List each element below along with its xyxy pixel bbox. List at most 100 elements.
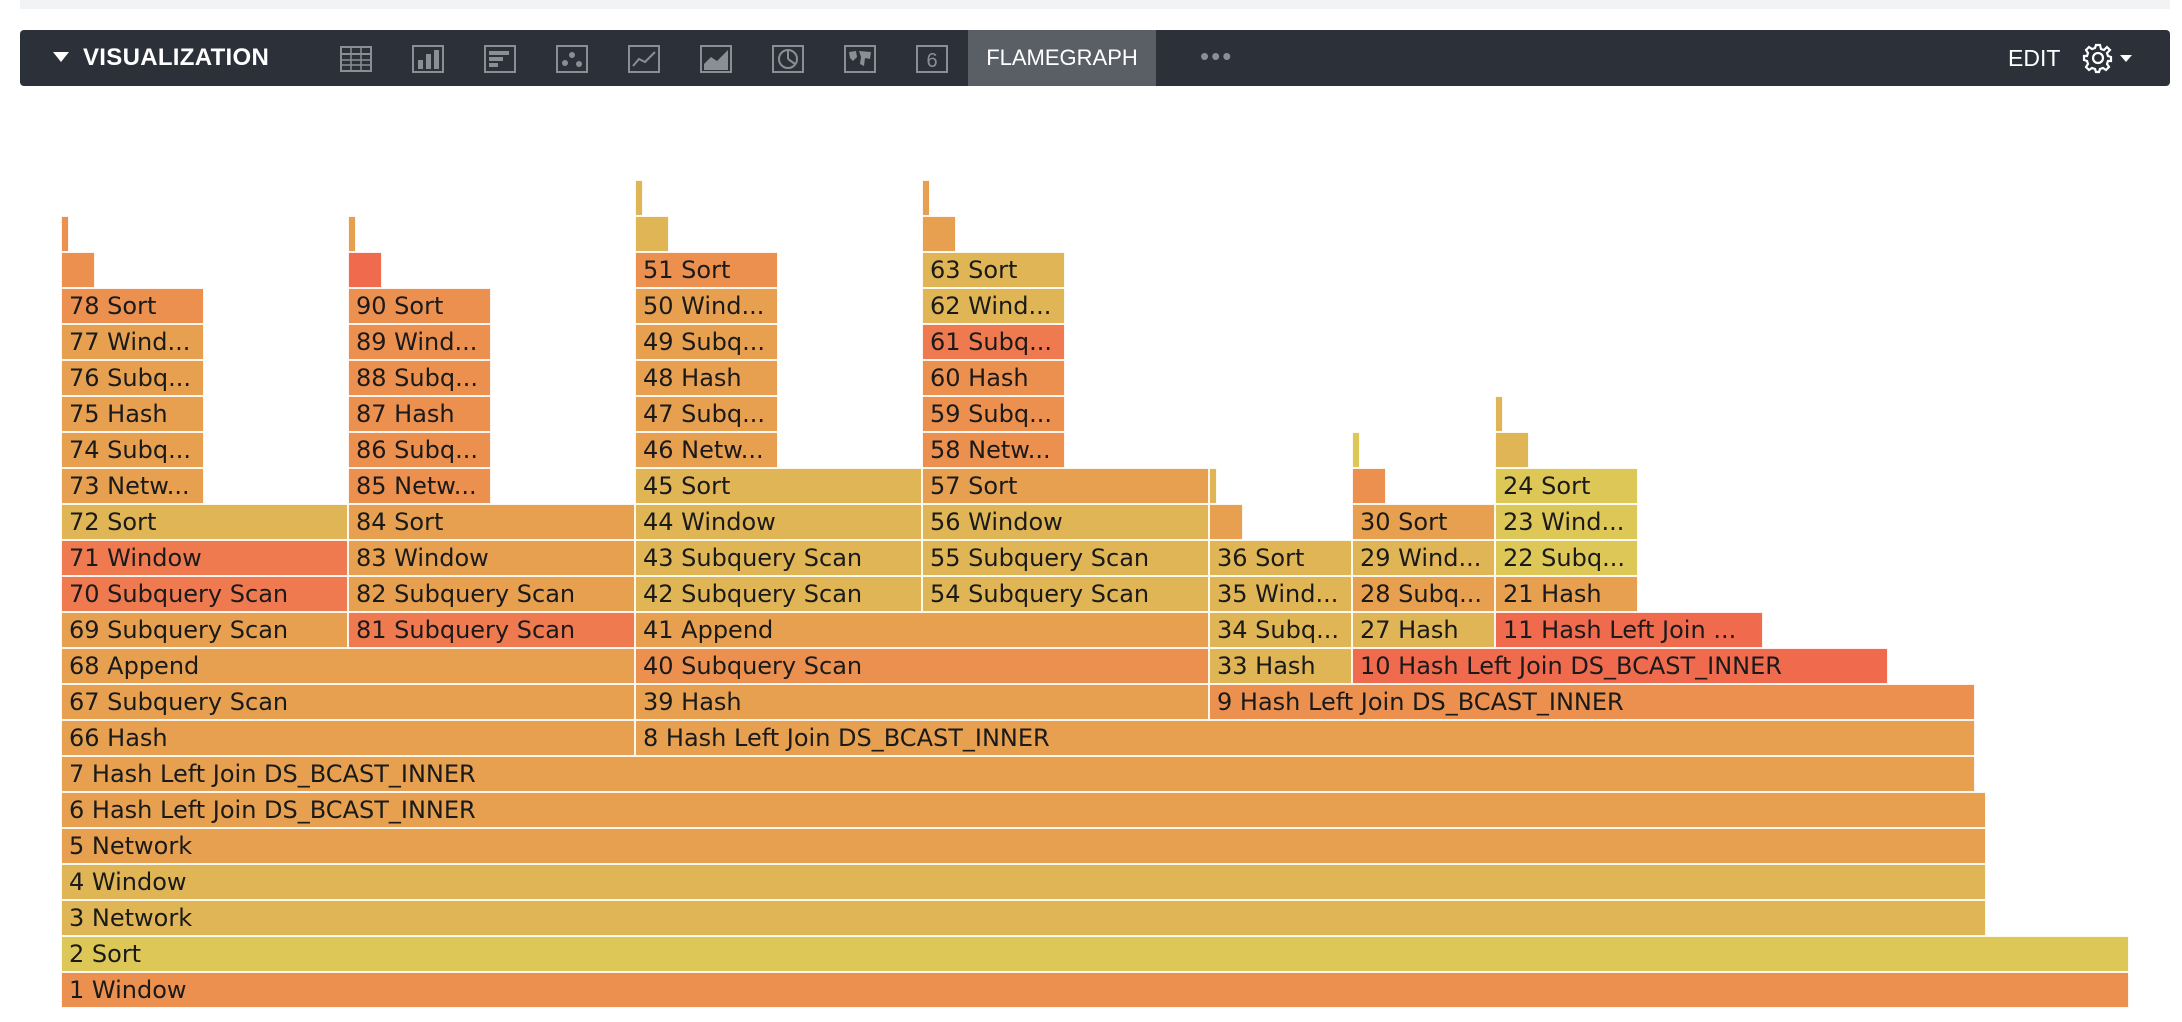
flame-block-small[interactable] [1209,504,1243,540]
flame-block[interactable]: 50 Wind... [635,288,778,324]
flame-block[interactable]: 58 Netw... [922,432,1065,468]
flame-block[interactable]: 88 Subq... [348,360,491,396]
flame-block[interactable]: 69 Subquery Scan [61,612,348,648]
flame-block[interactable]: 89 Wind... [348,324,491,360]
flame-block[interactable]: 23 Wind... [1495,504,1638,540]
flame-block[interactable]: 8 Hash Left Join DS_BCAST_INNER [635,720,1975,756]
flame-block[interactable]: 33 Hash [1209,648,1352,684]
flame-block[interactable]: 74 Subq... [61,432,204,468]
flame-block[interactable]: 62 Wind... [922,288,1065,324]
edit-button[interactable]: EDIT [2008,45,2061,71]
horizontal-bar-icon[interactable] [483,44,517,74]
flame-block-small[interactable] [1209,468,1217,504]
flame-block[interactable]: 9 Hash Left Join DS_BCAST_INNER [1209,684,1975,720]
flame-block[interactable]: 28 Subq... [1352,576,1495,612]
flame-block[interactable]: 90 Sort [348,288,491,324]
flame-block[interactable]: 35 Wind... [1209,576,1352,612]
flame-block-small[interactable] [61,252,95,288]
visualization-title: VISUALIZATION [83,44,270,71]
flame-block[interactable]: 41 Append [635,612,1209,648]
flame-block-small[interactable] [1495,432,1529,468]
flame-block-small[interactable] [61,216,69,252]
settings-gear-icon[interactable] [2082,42,2136,74]
flame-block[interactable]: 71 Window [61,540,348,576]
line-chart-icon[interactable] [627,44,661,74]
flame-block[interactable]: 55 Subquery Scan [922,540,1209,576]
flame-block[interactable]: 78 Sort [61,288,204,324]
flame-block[interactable]: 75 Hash [61,396,204,432]
flame-block[interactable]: 49 Subq... [635,324,778,360]
flame-block-small[interactable] [922,216,956,252]
flame-block[interactable]: 86 Subq... [348,432,491,468]
flame-block[interactable]: 30 Sort [1352,504,1495,540]
flame-block[interactable]: 46 Netw... [635,432,778,468]
flame-block[interactable]: 24 Sort [1495,468,1638,504]
flame-block[interactable]: 48 Hash [635,360,778,396]
flame-block[interactable]: 51 Sort [635,252,778,288]
area-chart-icon[interactable] [699,44,733,74]
flame-block[interactable]: 82 Subquery Scan [348,576,635,612]
flame-block[interactable]: 2 Sort [61,936,2129,972]
flame-block[interactable]: 67 Subquery Scan [61,684,635,720]
flame-block-small[interactable] [1352,432,1360,468]
flame-block-small[interactable] [348,252,382,288]
flame-block[interactable]: 85 Netw... [348,468,491,504]
single-value-glyph: 6 [926,50,937,72]
flame-block[interactable]: 76 Subq... [61,360,204,396]
flame-block[interactable]: 5 Network [61,828,1986,864]
flame-block[interactable]: 83 Window [348,540,635,576]
flame-block[interactable]: 63 Sort [922,252,1065,288]
flame-block[interactable]: 87 Hash [348,396,491,432]
flame-block[interactable]: 54 Subquery Scan [922,576,1209,612]
flame-block[interactable]: 21 Hash [1495,576,1638,612]
flame-block-small[interactable] [635,180,643,216]
scatter-icon[interactable] [555,44,589,74]
flame-block[interactable]: 43 Subquery Scan [635,540,922,576]
flame-block[interactable]: 77 Wind... [61,324,204,360]
flame-block[interactable]: 70 Subquery Scan [61,576,348,612]
flame-block-small[interactable] [348,216,356,252]
flame-block-small[interactable] [635,216,669,252]
flame-block[interactable]: 84 Sort [348,504,635,540]
more-visualizations-button[interactable]: ••• [1200,41,1234,71]
collapse-caret-icon[interactable] [53,52,69,62]
map-icon[interactable] [843,44,877,74]
flame-block[interactable]: 36 Sort [1209,540,1352,576]
flame-block-small[interactable] [1352,468,1386,504]
flame-block[interactable]: 72 Sort [61,504,348,540]
table-icon[interactable] [339,44,373,74]
flame-block[interactable]: 4 Window [61,864,1986,900]
flame-block[interactable]: 10 Hash Left Join DS_BCAST_INNER [1352,648,1888,684]
flame-block[interactable]: 61 Subq... [922,324,1065,360]
flame-block-small[interactable] [1495,396,1503,432]
flame-block[interactable]: 66 Hash [61,720,635,756]
flame-block-small[interactable] [922,180,930,216]
flame-block[interactable]: 34 Subq... [1209,612,1352,648]
flame-block[interactable]: 40 Subquery Scan [635,648,1209,684]
tab-flamegraph[interactable]: FLAMEGRAPH [968,30,1156,86]
top-panel-edge [20,0,2170,9]
single-value-icon[interactable]: 6 [915,44,949,74]
flame-block[interactable]: 47 Subq... [635,396,778,432]
flame-block[interactable]: 68 Append [61,648,635,684]
flame-block[interactable]: 45 Sort [635,468,922,504]
flame-block[interactable]: 27 Hash [1352,612,1495,648]
flame-block[interactable]: 39 Hash [635,684,1209,720]
flame-block[interactable]: 22 Subq... [1495,540,1638,576]
flame-block[interactable]: 29 Wind... [1352,540,1495,576]
flame-block[interactable]: 42 Subquery Scan [635,576,922,612]
bar-chart-icon[interactable] [411,44,445,74]
flame-block[interactable]: 56 Window [922,504,1209,540]
pie-chart-icon[interactable] [771,44,805,74]
flame-block[interactable]: 59 Subq... [922,396,1065,432]
flame-block[interactable]: 1 Window [61,972,2129,1008]
flame-block[interactable]: 7 Hash Left Join DS_BCAST_INNER [61,756,1975,792]
flame-block[interactable]: 3 Network [61,900,1986,936]
flame-block[interactable]: 60 Hash [922,360,1065,396]
flame-block[interactable]: 81 Subquery Scan [348,612,635,648]
flame-block[interactable]: 44 Window [635,504,922,540]
flame-block[interactable]: 6 Hash Left Join DS_BCAST_INNER [61,792,1986,828]
flame-block[interactable]: 57 Sort [922,468,1209,504]
flame-block[interactable]: 11 Hash Left Join ... [1495,612,1763,648]
flame-block[interactable]: 73 Netw... [61,468,204,504]
